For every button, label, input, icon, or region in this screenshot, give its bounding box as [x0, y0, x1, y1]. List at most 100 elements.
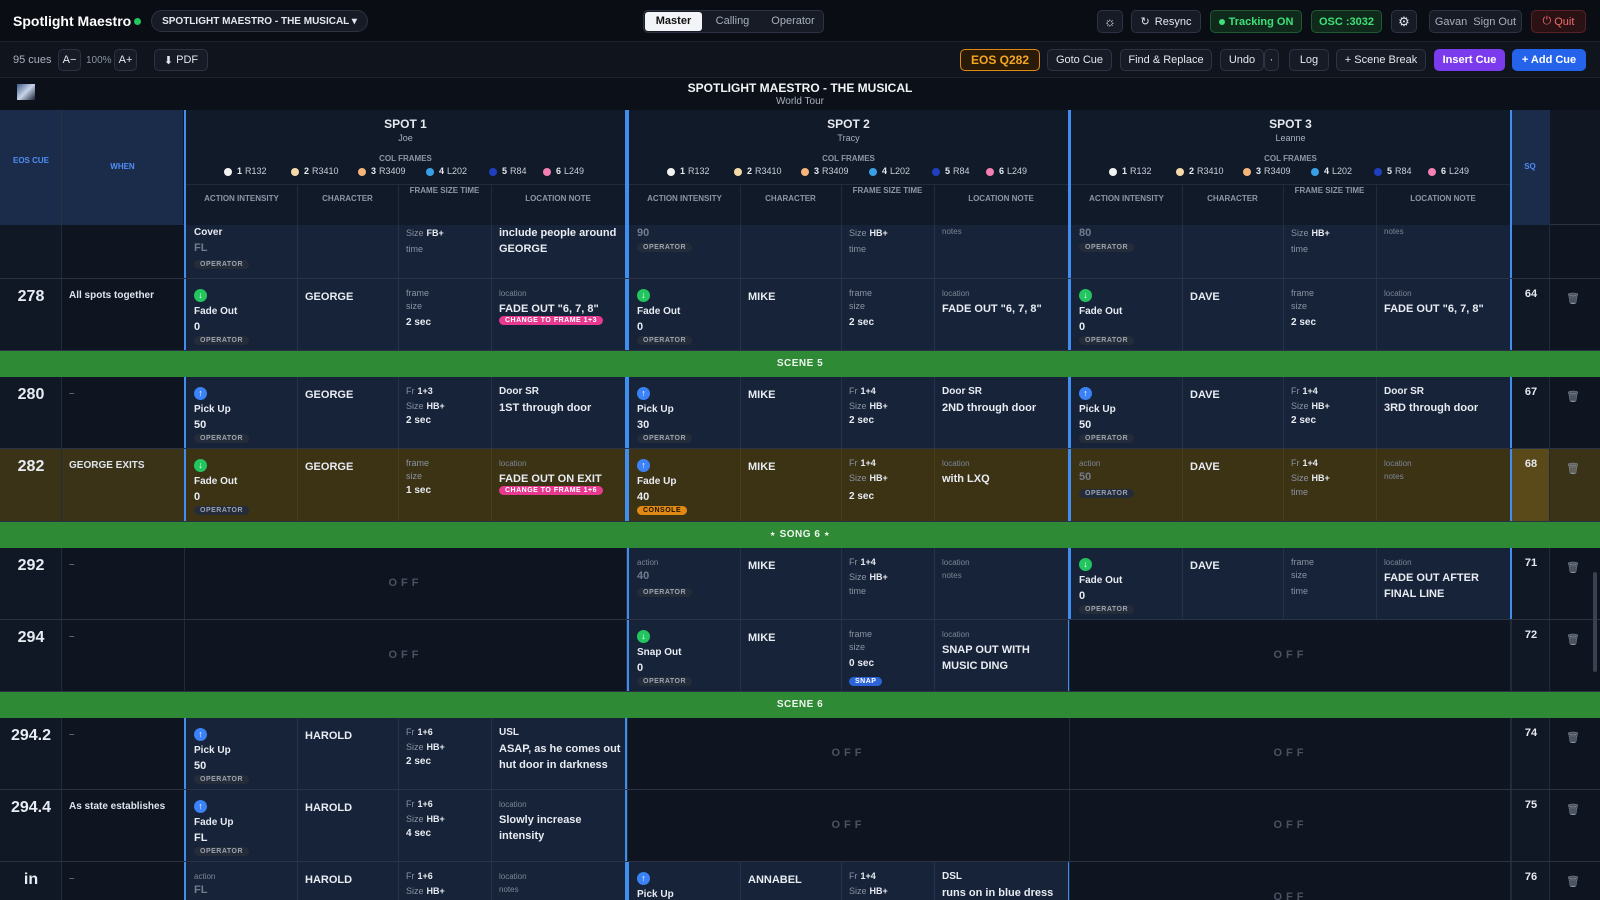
- spot2-cell[interactable]: OFF: [627, 718, 1070, 789]
- when-cell[interactable]: –: [62, 862, 184, 900]
- spot1-cell[interactable]: ↑ Pick Up 50 OPERATOR GEORGE Fr 1+3 Size HB+ 2 se…: [184, 377, 627, 448]
- insert-cue-button[interactable]: Insert Cue: [1434, 49, 1505, 71]
- size-field[interactable]: Size HB+: [406, 401, 445, 411]
- frame-field[interactable]: Fr 1+6: [406, 727, 433, 737]
- sq-cell[interactable]: 67: [1510, 377, 1550, 448]
- trash-icon[interactable]: 🗑: [1566, 876, 1580, 888]
- spot3-cell[interactable]: ↓ Fade Out 0 OPERATOR DAVE frame size time locat…: [1069, 548, 1512, 619]
- tab-master[interactable]: Master: [645, 12, 702, 31]
- eos-cue-cell[interactable]: 280: [0, 377, 62, 448]
- trash-icon[interactable]: 🗑: [1566, 804, 1580, 816]
- user-menu[interactable]: Gavan Sign Out: [1429, 10, 1522, 33]
- frame-field[interactable]: Fr 1+6: [406, 871, 433, 881]
- spot1-cell[interactable]: Cover FL OPERATOR Size FB+ time include people…: [184, 225, 627, 278]
- trash-icon[interactable]: 🗑: [1566, 293, 1580, 305]
- when-cell[interactable]: –: [62, 620, 184, 691]
- sq-cell[interactable]: [1510, 225, 1550, 278]
- when-cell[interactable]: [62, 225, 184, 278]
- frame-field[interactable]: Fr 1+4: [1291, 386, 1318, 396]
- frame-chip[interactable]: 5 R84: [932, 166, 970, 176]
- spot3-cell[interactable]: ↓ Fade Out 0 OPERATOR DAVE frame size 2 sec loca…: [1069, 279, 1512, 350]
- eos-cue-indicator[interactable]: EOS Q282: [960, 49, 1040, 71]
- eos-cue-cell[interactable]: 294: [0, 620, 62, 691]
- spot3-cell[interactable]: 80 OPERATOR Size HB+ time notes: [1069, 225, 1512, 278]
- goto-cue-button[interactable]: Goto Cue: [1047, 49, 1112, 71]
- frame-chip[interactable]: 3 R3409: [801, 166, 849, 176]
- frame-chip[interactable]: 1 R132: [1109, 166, 1152, 176]
- sq-cell[interactable]: 74: [1510, 718, 1550, 789]
- trash-icon[interactable]: 🗑: [1566, 391, 1580, 403]
- brightness-button[interactable]: ☼: [1097, 10, 1123, 33]
- tab-calling[interactable]: Calling: [715, 15, 750, 27]
- cue-row[interactable]: 282 GEORGE EXITS 68 🗑 ↓ Fade Out 0 OPERATOR GEOR…: [0, 449, 1600, 522]
- resync-button[interactable]: ↻ Resync: [1131, 10, 1201, 33]
- sq-cell[interactable]: 76: [1510, 862, 1550, 900]
- section-break[interactable]: SCENE 5: [0, 351, 1600, 377]
- frame-chip[interactable]: 4 L202: [426, 166, 467, 176]
- when-cell[interactable]: –: [62, 377, 184, 448]
- frame-field[interactable]: Fr 1+4: [849, 557, 876, 567]
- sq-cell[interactable]: 68: [1510, 449, 1550, 521]
- cue-row[interactable]: 280–67 🗑 ↑ Pick Up 50 OPERATOR GEORGE Fr 1+3 Size…: [0, 377, 1600, 449]
- frame-chip[interactable]: 1 R132: [224, 166, 267, 176]
- eos-cue-cell[interactable]: 282: [0, 449, 62, 521]
- tracking-toggle[interactable]: Tracking ON: [1210, 10, 1302, 33]
- frame-chip[interactable]: 2 R3410: [734, 166, 782, 176]
- log-button[interactable]: Log: [1289, 49, 1329, 71]
- spot2-cell[interactable]: ↑ Pick Up 30 OPERATOR MIKE Fr 1+4 Size HB+ 2 sec D…: [627, 377, 1070, 448]
- eos-cue-cell[interactable]: [0, 225, 62, 278]
- trash-icon[interactable]: 🗑: [1566, 634, 1580, 646]
- trash-icon[interactable]: 🗑: [1566, 562, 1580, 574]
- frame-field[interactable]: Fr 1+4: [1291, 458, 1318, 468]
- size-field[interactable]: Size HB+: [1291, 228, 1330, 238]
- add-cue-button[interactable]: + Add Cue: [1512, 49, 1586, 71]
- when-cell[interactable]: All spots together: [62, 279, 184, 350]
- spot1-cell[interactable]: OFF: [184, 620, 627, 691]
- trash-icon[interactable]: 🗑: [1566, 463, 1580, 475]
- spot3-cell[interactable]: OFF: [1069, 862, 1512, 900]
- frame-chip[interactable]: 5 R84: [489, 166, 527, 176]
- scrollbar[interactable]: [1593, 572, 1597, 672]
- size-field[interactable]: Size HB+: [1291, 473, 1330, 483]
- spot2-cell[interactable]: ↓ Snap Out 0 OPERATOR MIKE frame size 0 sec SNAP…: [627, 620, 1070, 691]
- spot3-cell[interactable]: OFF: [1069, 620, 1512, 691]
- sign-out-link[interactable]: Sign Out: [1473, 15, 1517, 28]
- settings-button[interactable]: ⚙: [1391, 10, 1417, 33]
- size-field[interactable]: Size HB+: [849, 572, 888, 582]
- frame-chip[interactable]: 6 L249: [1428, 166, 1469, 176]
- when-cell[interactable]: As state establishes: [62, 790, 184, 861]
- font-decrease-button[interactable]: A−: [58, 49, 81, 71]
- cue-row[interactable]: in – 76 🗑 action FL HAROLD Fr 1+6 Size HB+ location…: [0, 862, 1600, 900]
- size-field[interactable]: Size HB+: [849, 228, 888, 238]
- eos-cue-cell[interactable]: 292: [0, 548, 62, 619]
- eos-cue-cell[interactable]: 278: [0, 279, 62, 350]
- section-break[interactable]: SCENE 6: [0, 692, 1600, 718]
- osc-button[interactable]: OSC :3032: [1311, 10, 1382, 33]
- size-field[interactable]: Size HB+: [849, 473, 888, 483]
- frame-chip[interactable]: 6 L249: [986, 166, 1027, 176]
- sq-cell[interactable]: 72: [1510, 620, 1550, 691]
- frame-chip[interactable]: 3 R3409: [358, 166, 406, 176]
- spot2-cell[interactable]: 90 OPERATOR Size HB+ time notes: [627, 225, 1070, 278]
- spot3-cell[interactable]: ↑ Pick Up 50 OPERATOR DAVE Fr 1+4 Size HB+ 2 sec D…: [1069, 377, 1512, 448]
- frame-field[interactable]: Fr 1+3: [406, 386, 433, 396]
- frame-field[interactable]: Fr 1+4: [849, 871, 876, 881]
- size-field[interactable]: Size HB+: [406, 814, 445, 824]
- spot1-cell[interactable]: action FL HAROLD Fr 1+6 Size HB+ location notes: [184, 862, 627, 900]
- find-replace-button[interactable]: Find & Replace: [1120, 49, 1212, 71]
- frame-chip[interactable]: 1 R132: [667, 166, 710, 176]
- sq-cell[interactable]: 75: [1510, 790, 1550, 861]
- eos-cue-cell[interactable]: 294.2: [0, 718, 62, 789]
- spot2-cell[interactable]: ↓ Fade Out 0 OPERATOR MIKE frame size 2 sec loca…: [627, 279, 1070, 350]
- spot3-cell[interactable]: OFF: [1069, 718, 1512, 789]
- eos-cue-cell[interactable]: in: [0, 862, 62, 900]
- spot2-cell[interactable]: OFF: [627, 790, 1070, 861]
- frame-field[interactable]: Fr 1+4: [849, 458, 876, 468]
- cue-row[interactable]: 294 – 72 🗑 OFF ↓ Snap Out 0 OPERATOR MIKE frame siz…: [0, 620, 1600, 692]
- spot2-cell[interactable]: ↑ Fade Up 40 CONSOLE MIKE Fr 1+4 Size HB+ 2 sec lo…: [627, 449, 1070, 521]
- size-field[interactable]: Size HB+: [1291, 401, 1330, 411]
- cue-row[interactable]: 278 All spots together 64 🗑 ↓ Fade Out 0 OPERAT…: [0, 279, 1600, 351]
- size-field[interactable]: Size HB+: [406, 742, 445, 752]
- frame-chip[interactable]: 2 R3410: [291, 166, 339, 176]
- spot3-cell[interactable]: OFF: [1069, 790, 1512, 861]
